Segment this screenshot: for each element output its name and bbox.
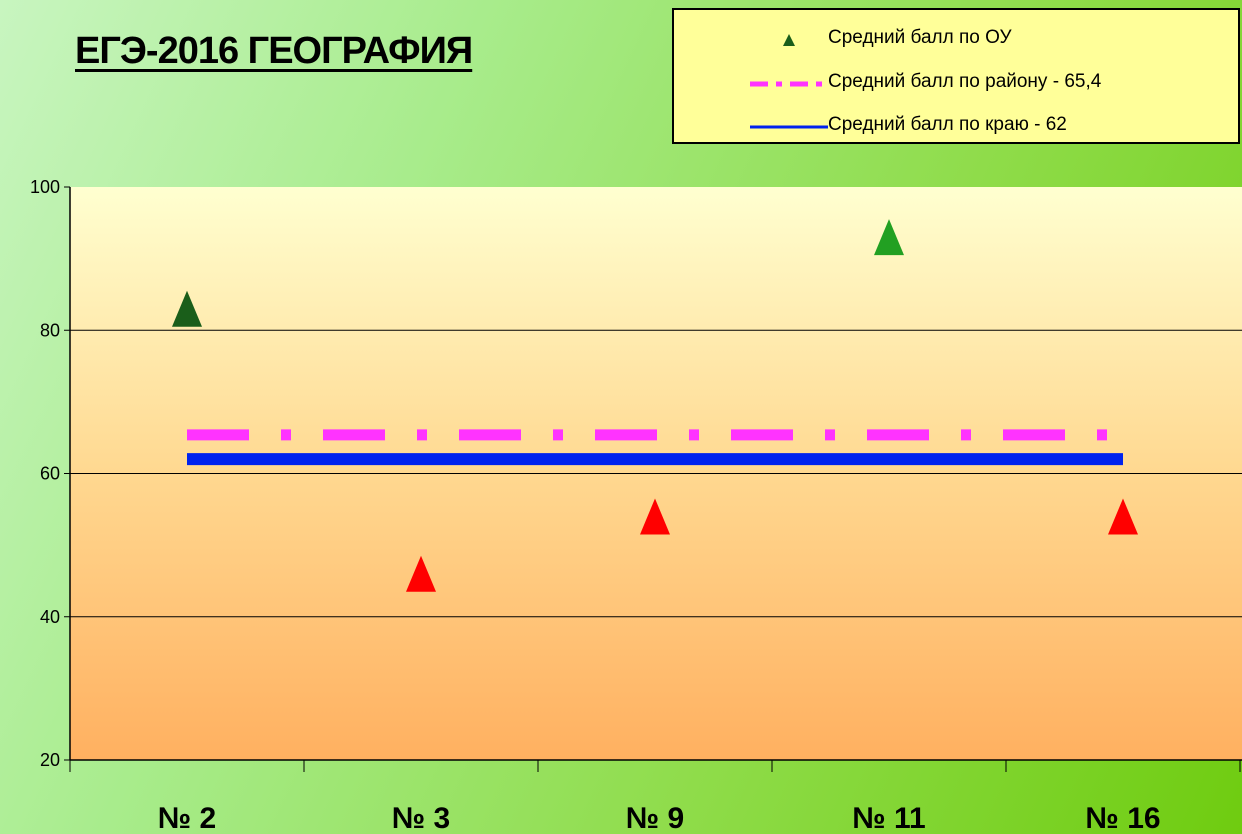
legend-label-district: Средний балл по району - 65,4 — [828, 71, 1102, 92]
legend-item-school: Средний балл по ОУ — [674, 24, 1238, 54]
x-tick-label: № 3 — [392, 802, 450, 834]
data-point — [406, 555, 436, 592]
legend-label-region: Средний балл по краю - 62 — [828, 114, 1067, 135]
y-tick-label: 20 — [40, 750, 60, 770]
legend-item-region: Средний балл по краю - 62 — [674, 111, 1238, 141]
y-tick-label: 60 — [40, 464, 60, 484]
y-tick-label: 80 — [40, 320, 60, 340]
data-point — [1108, 498, 1138, 535]
legend: Средний балл по ОУ Средний балл по район… — [672, 8, 1240, 144]
legend-dash-dot-line — [750, 81, 828, 87]
legend-triangle-marker — [783, 34, 795, 46]
legend-label-school: Средний балл по ОУ — [828, 27, 1012, 48]
chart-title: ЕГЭ-2016 ГЕОГРАФИЯ — [75, 30, 473, 72]
x-tick-label: № 16 — [1085, 802, 1160, 834]
legend-solid-line — [750, 125, 828, 129]
data-point — [640, 498, 670, 535]
x-tick-label: № 2 — [158, 802, 216, 834]
y-tick-label: 40 — [40, 607, 60, 627]
data-point — [172, 290, 202, 327]
y-tick-label: 100 — [30, 177, 60, 197]
data-point — [874, 219, 904, 256]
x-tick-label: № 11 — [852, 802, 926, 834]
x-tick-label: № 9 — [626, 802, 684, 834]
legend-item-district: Средний балл по району - 65,4 — [674, 68, 1238, 98]
